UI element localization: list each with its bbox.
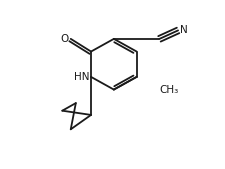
Text: O: O <box>61 34 69 44</box>
Text: N: N <box>179 25 187 35</box>
Text: HN: HN <box>73 72 89 82</box>
Text: CH₃: CH₃ <box>158 84 178 95</box>
